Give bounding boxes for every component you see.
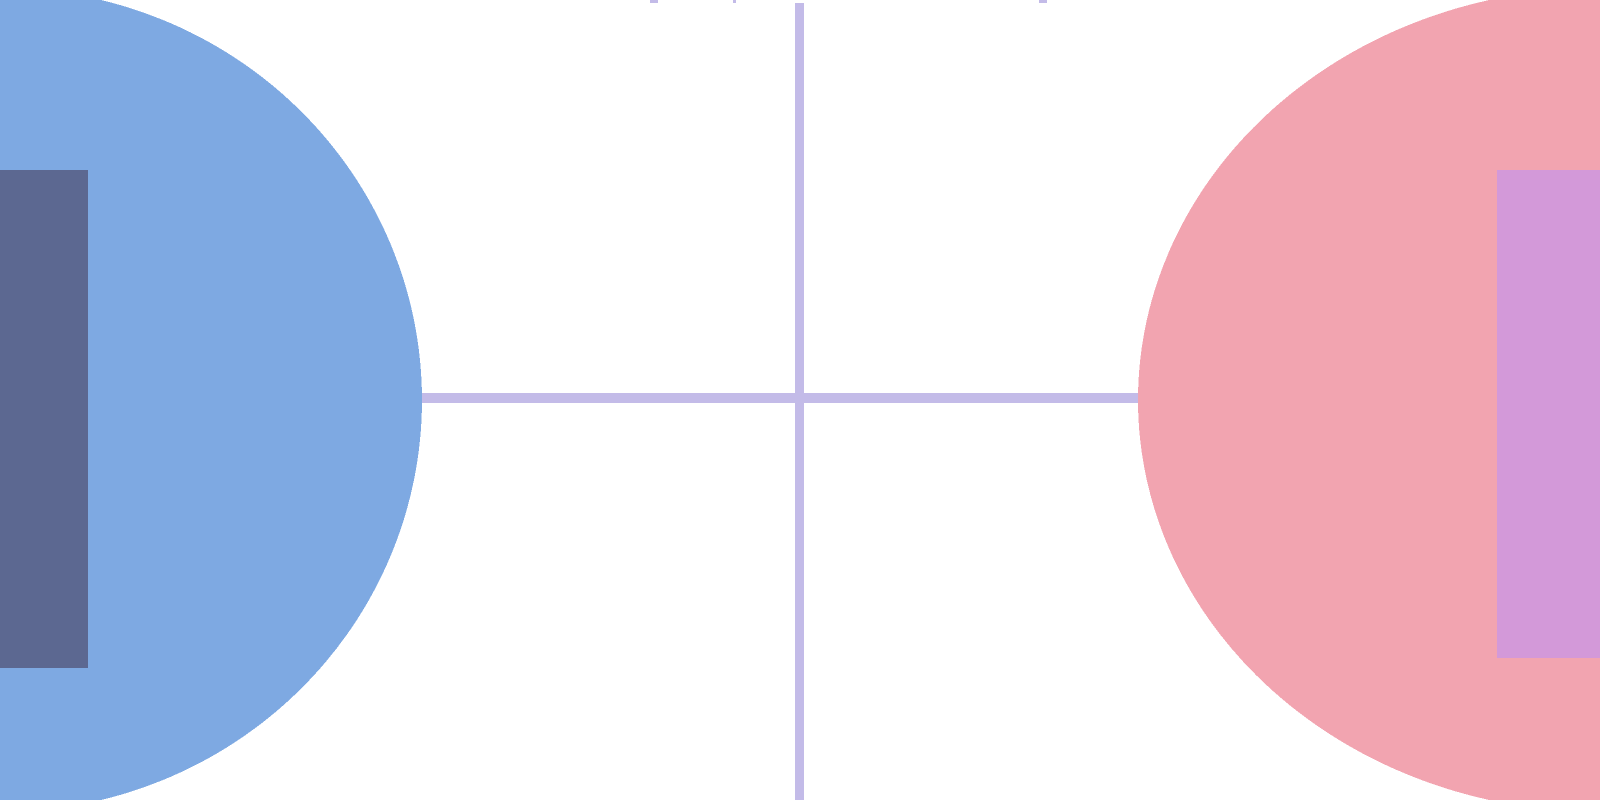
- top-edge-mark-left: [650, 0, 658, 3]
- left-team-zone: [0, 0, 422, 800]
- left-zone-circle: [0, 0, 422, 800]
- top-edge-mark-mid: [733, 0, 736, 3]
- center-horizontal-line: [410, 393, 1140, 403]
- right-goal: [1497, 170, 1600, 658]
- left-goal: [0, 170, 88, 668]
- court-lines: [410, 0, 1140, 800]
- right-zone-circle: [1138, 0, 1600, 800]
- right-team-zone: [1138, 0, 1600, 800]
- top-edge-mark-right: [1039, 0, 1047, 3]
